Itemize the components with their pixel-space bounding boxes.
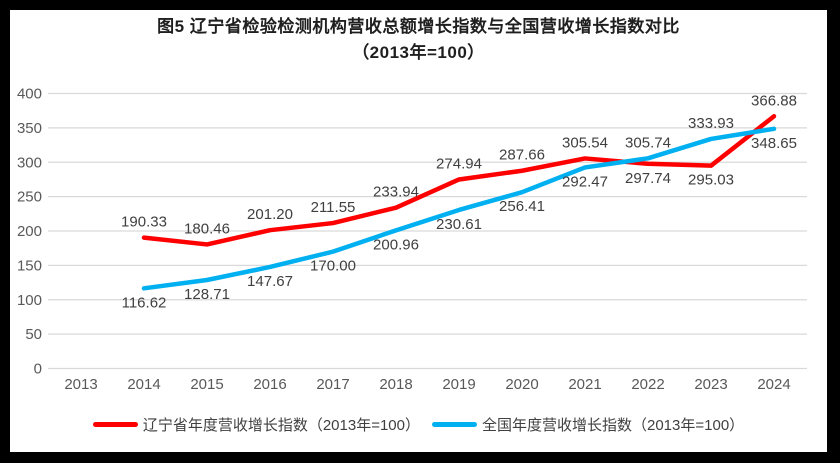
x-tick-label-2024: 2024 bbox=[757, 376, 790, 393]
x-tick-label-2022: 2022 bbox=[631, 376, 664, 393]
data-label-series0: 201.20 bbox=[247, 206, 293, 223]
data-label-series0: 274.94 bbox=[436, 155, 482, 172]
data-label-series0: 305.54 bbox=[562, 134, 608, 151]
legend-item-national: 全国年度营收增长指数（2013年=100） bbox=[432, 414, 744, 435]
legend-item-liaoning: 辽宁省年度营收增长指数（2013年=100） bbox=[92, 414, 420, 435]
data-label-series1: 147.67 bbox=[247, 273, 293, 290]
data-label-series0: 366.88 bbox=[751, 92, 797, 109]
data-label-series1: 256.41 bbox=[499, 198, 545, 215]
x-tick-label-2019: 2019 bbox=[442, 376, 475, 393]
x-tick-label-2021: 2021 bbox=[568, 376, 601, 393]
x-tick-label-2014: 2014 bbox=[127, 376, 160, 393]
chart-title-line2: （2013年=100） bbox=[352, 43, 485, 62]
y-tick-label: 200 bbox=[17, 223, 42, 240]
x-tick-label-2015: 2015 bbox=[190, 376, 223, 393]
data-label-series1: 170.00 bbox=[310, 258, 356, 275]
data-label-series1: 348.65 bbox=[751, 135, 797, 152]
legend-marker-blue-line-icon bbox=[432, 421, 477, 427]
data-label-series1: 292.47 bbox=[562, 173, 608, 190]
series-line-1 bbox=[141, 126, 777, 291]
y-tick-label: 350 bbox=[17, 120, 42, 137]
data-label-series1: 200.96 bbox=[373, 236, 419, 253]
data-label-series0: 295.03 bbox=[688, 172, 734, 189]
data-label-series0: 287.66 bbox=[499, 147, 545, 164]
data-label-series0: 297.74 bbox=[625, 170, 671, 187]
chart-legend: 辽宁省年度营收增长指数（2013年=100） 全国年度营收增长指数（2013年=… bbox=[10, 413, 827, 435]
x-tick-label-2016: 2016 bbox=[253, 376, 286, 393]
y-tick-label: 400 bbox=[17, 86, 42, 103]
data-label-series0: 190.33 bbox=[121, 214, 167, 231]
line-chart-plot: 0 50 100 150 200 250 300 350 400 2013 2014 2015 2016… bbox=[17, 86, 807, 393]
y-tick-label: 250 bbox=[17, 189, 42, 206]
y-tick-label: 300 bbox=[17, 154, 42, 171]
data-label-series0: 211.55 bbox=[311, 199, 356, 216]
x-tick-label-2018: 2018 bbox=[379, 376, 412, 393]
y-tick-label: 0 bbox=[34, 361, 42, 378]
y-tick-label: 150 bbox=[17, 257, 42, 274]
x-tick-label-2013: 2013 bbox=[64, 376, 97, 393]
chart-canvas: 图5 辽宁省检验检测机构营收总额增长指数与全国营收增长指数对比 （2013年=1… bbox=[10, 10, 827, 452]
x-tick-label-2017: 2017 bbox=[316, 376, 349, 393]
x-tick-label-2023: 2023 bbox=[694, 376, 727, 393]
data-label-series1: 230.61 bbox=[436, 216, 482, 233]
x-tick-label-2020: 2020 bbox=[505, 376, 538, 393]
data-label-series0: 180.46 bbox=[184, 220, 230, 237]
data-label-series1: 116.62 bbox=[122, 294, 167, 311]
series-line-0 bbox=[141, 114, 777, 247]
chart-title: 图5 辽宁省检验检测机构营收总额增长指数与全国营收增长指数对比 （2013年=1… bbox=[10, 14, 827, 66]
data-label-series1: 128.71 bbox=[184, 286, 230, 303]
chart-title-line1: 图5 辽宁省检验检测机构营收总额增长指数与全国营收增长指数对比 bbox=[157, 17, 680, 36]
data-label-series1: 333.93 bbox=[688, 115, 734, 132]
legend-label-liaoning: 辽宁省年度营收增长指数（2013年=100） bbox=[142, 416, 420, 434]
y-tick-label: 50 bbox=[25, 326, 42, 343]
legend-label-national: 全国年度营收增长指数（2013年=100） bbox=[482, 416, 745, 434]
data-label-series0: 233.94 bbox=[373, 184, 419, 201]
y-tick-label: 100 bbox=[17, 292, 42, 309]
legend-marker-red-line-icon bbox=[92, 421, 138, 427]
data-label-series1: 305.74 bbox=[625, 134, 671, 151]
